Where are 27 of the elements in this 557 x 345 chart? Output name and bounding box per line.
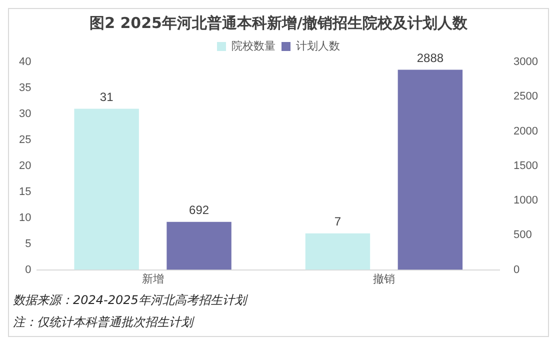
y-tick-label: 20 <box>18 160 32 172</box>
data-label: 2888 <box>416 51 444 66</box>
y-tick-label: 15 <box>18 186 32 198</box>
y-tick-label: 25 <box>18 134 32 146</box>
y-tick-label: 30 <box>18 108 32 120</box>
legend-label: 计划人数 <box>296 39 340 52</box>
y2-tick-label: 3000 <box>514 56 538 68</box>
source-note: 数据来源：2024-2025年河北高考招生计划 <box>13 292 249 309</box>
data-label: 692 <box>189 203 210 218</box>
y2-tick-label: 0 <box>514 264 520 276</box>
chart-title: 图2 2025年河北普通本科新增/撤销招生院校及计划人数 <box>90 14 468 32</box>
y2-tick-label: 1000 <box>514 194 538 207</box>
data-label: 7 <box>334 214 342 229</box>
text: 注：仅统计本科普通批次招生计划 <box>13 314 196 331</box>
x-tick-label: 撤销 <box>372 272 395 286</box>
y-tick-label: 10 <box>18 212 32 224</box>
y-tick-label: 40 <box>18 56 32 68</box>
y2-tick-label: 2500 <box>514 90 538 103</box>
x-tick-label: 新增 <box>142 272 164 286</box>
y-tick-label: 35 <box>18 82 32 94</box>
y-tick-label: 0 <box>25 264 32 276</box>
y2-tick-label: 500 <box>514 229 532 242</box>
y2-tick-label: 1500 <box>514 160 538 172</box>
y-tick-label: 5 <box>25 238 32 250</box>
legend-label: 院校数量 <box>232 39 276 52</box>
y2-tick-label: 2000 <box>514 125 538 138</box>
data-label: 31 <box>100 90 114 104</box>
